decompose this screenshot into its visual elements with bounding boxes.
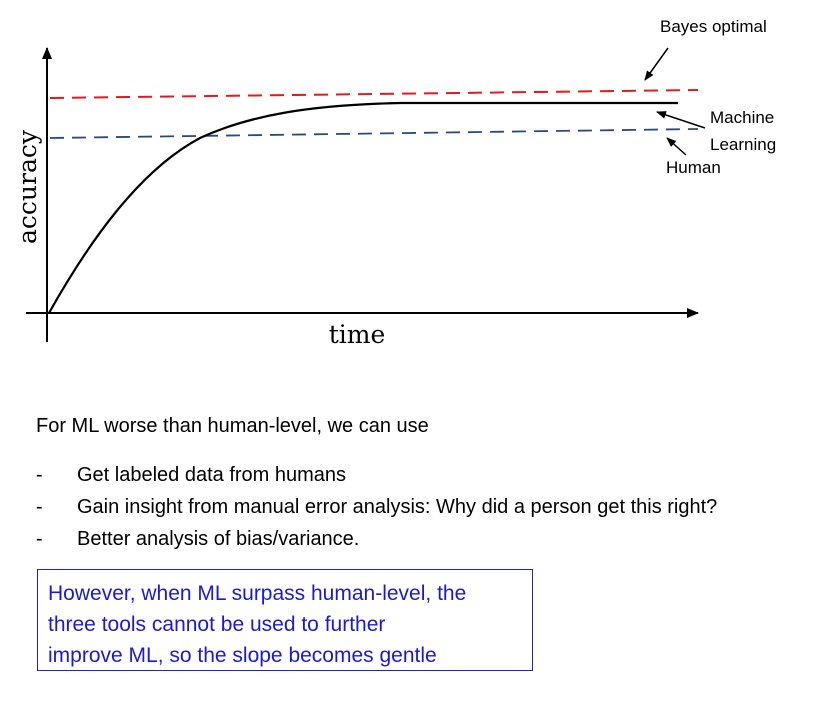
bayes-optimal-label: Bayes optimal — [660, 17, 767, 36]
machine-learning-arrow — [656, 111, 706, 129]
bullet-dash: - — [36, 464, 43, 486]
bullet-dash: - — [36, 528, 43, 550]
human-arrow — [666, 137, 687, 156]
bullet-item: - Better analysis of bias/variance. — [36, 523, 717, 555]
note-line: improve ML, so the slope becomes gentle — [48, 644, 437, 667]
intro-text: For ML worse than human-level, we can us… — [36, 415, 429, 437]
human-label: Human — [666, 158, 721, 177]
bayes-optimal-line — [49, 89, 699, 99]
x-axis-label: time — [329, 320, 386, 349]
accuracy-vs-time-diagram: accuracy time Bayes optimal Machine Lear… — [13, 17, 776, 349]
bullet-list: - Get labeled data from humans - Gain insi… — [36, 459, 717, 555]
machine-learning-curve — [48, 101, 678, 314]
note-line: three tools cannot be used to further — [48, 613, 386, 636]
y-axis-label: accuracy — [13, 129, 42, 244]
bayes-optimal-arrow — [644, 47, 669, 81]
machine-learning-label-line2: Learning — [710, 135, 776, 154]
human-level-line — [49, 128, 699, 139]
bullet-text: Gain insight from manual error analysis:… — [77, 496, 718, 518]
machine-learning-label-line1: Machine — [710, 108, 774, 127]
note-line: However, when ML surpass human-level, th… — [48, 582, 467, 605]
bullet-dash: - — [36, 496, 43, 518]
bullet-text: Get labeled data from humans — [77, 464, 347, 486]
note-box: However, when ML surpass human-level, th… — [37, 569, 533, 671]
bullet-item: - Gain insight from manual error analysis… — [36, 491, 717, 523]
bullet-text: Better analysis of bias/variance. — [77, 528, 360, 550]
bullet-item: - Get labeled data from humans — [36, 459, 717, 491]
